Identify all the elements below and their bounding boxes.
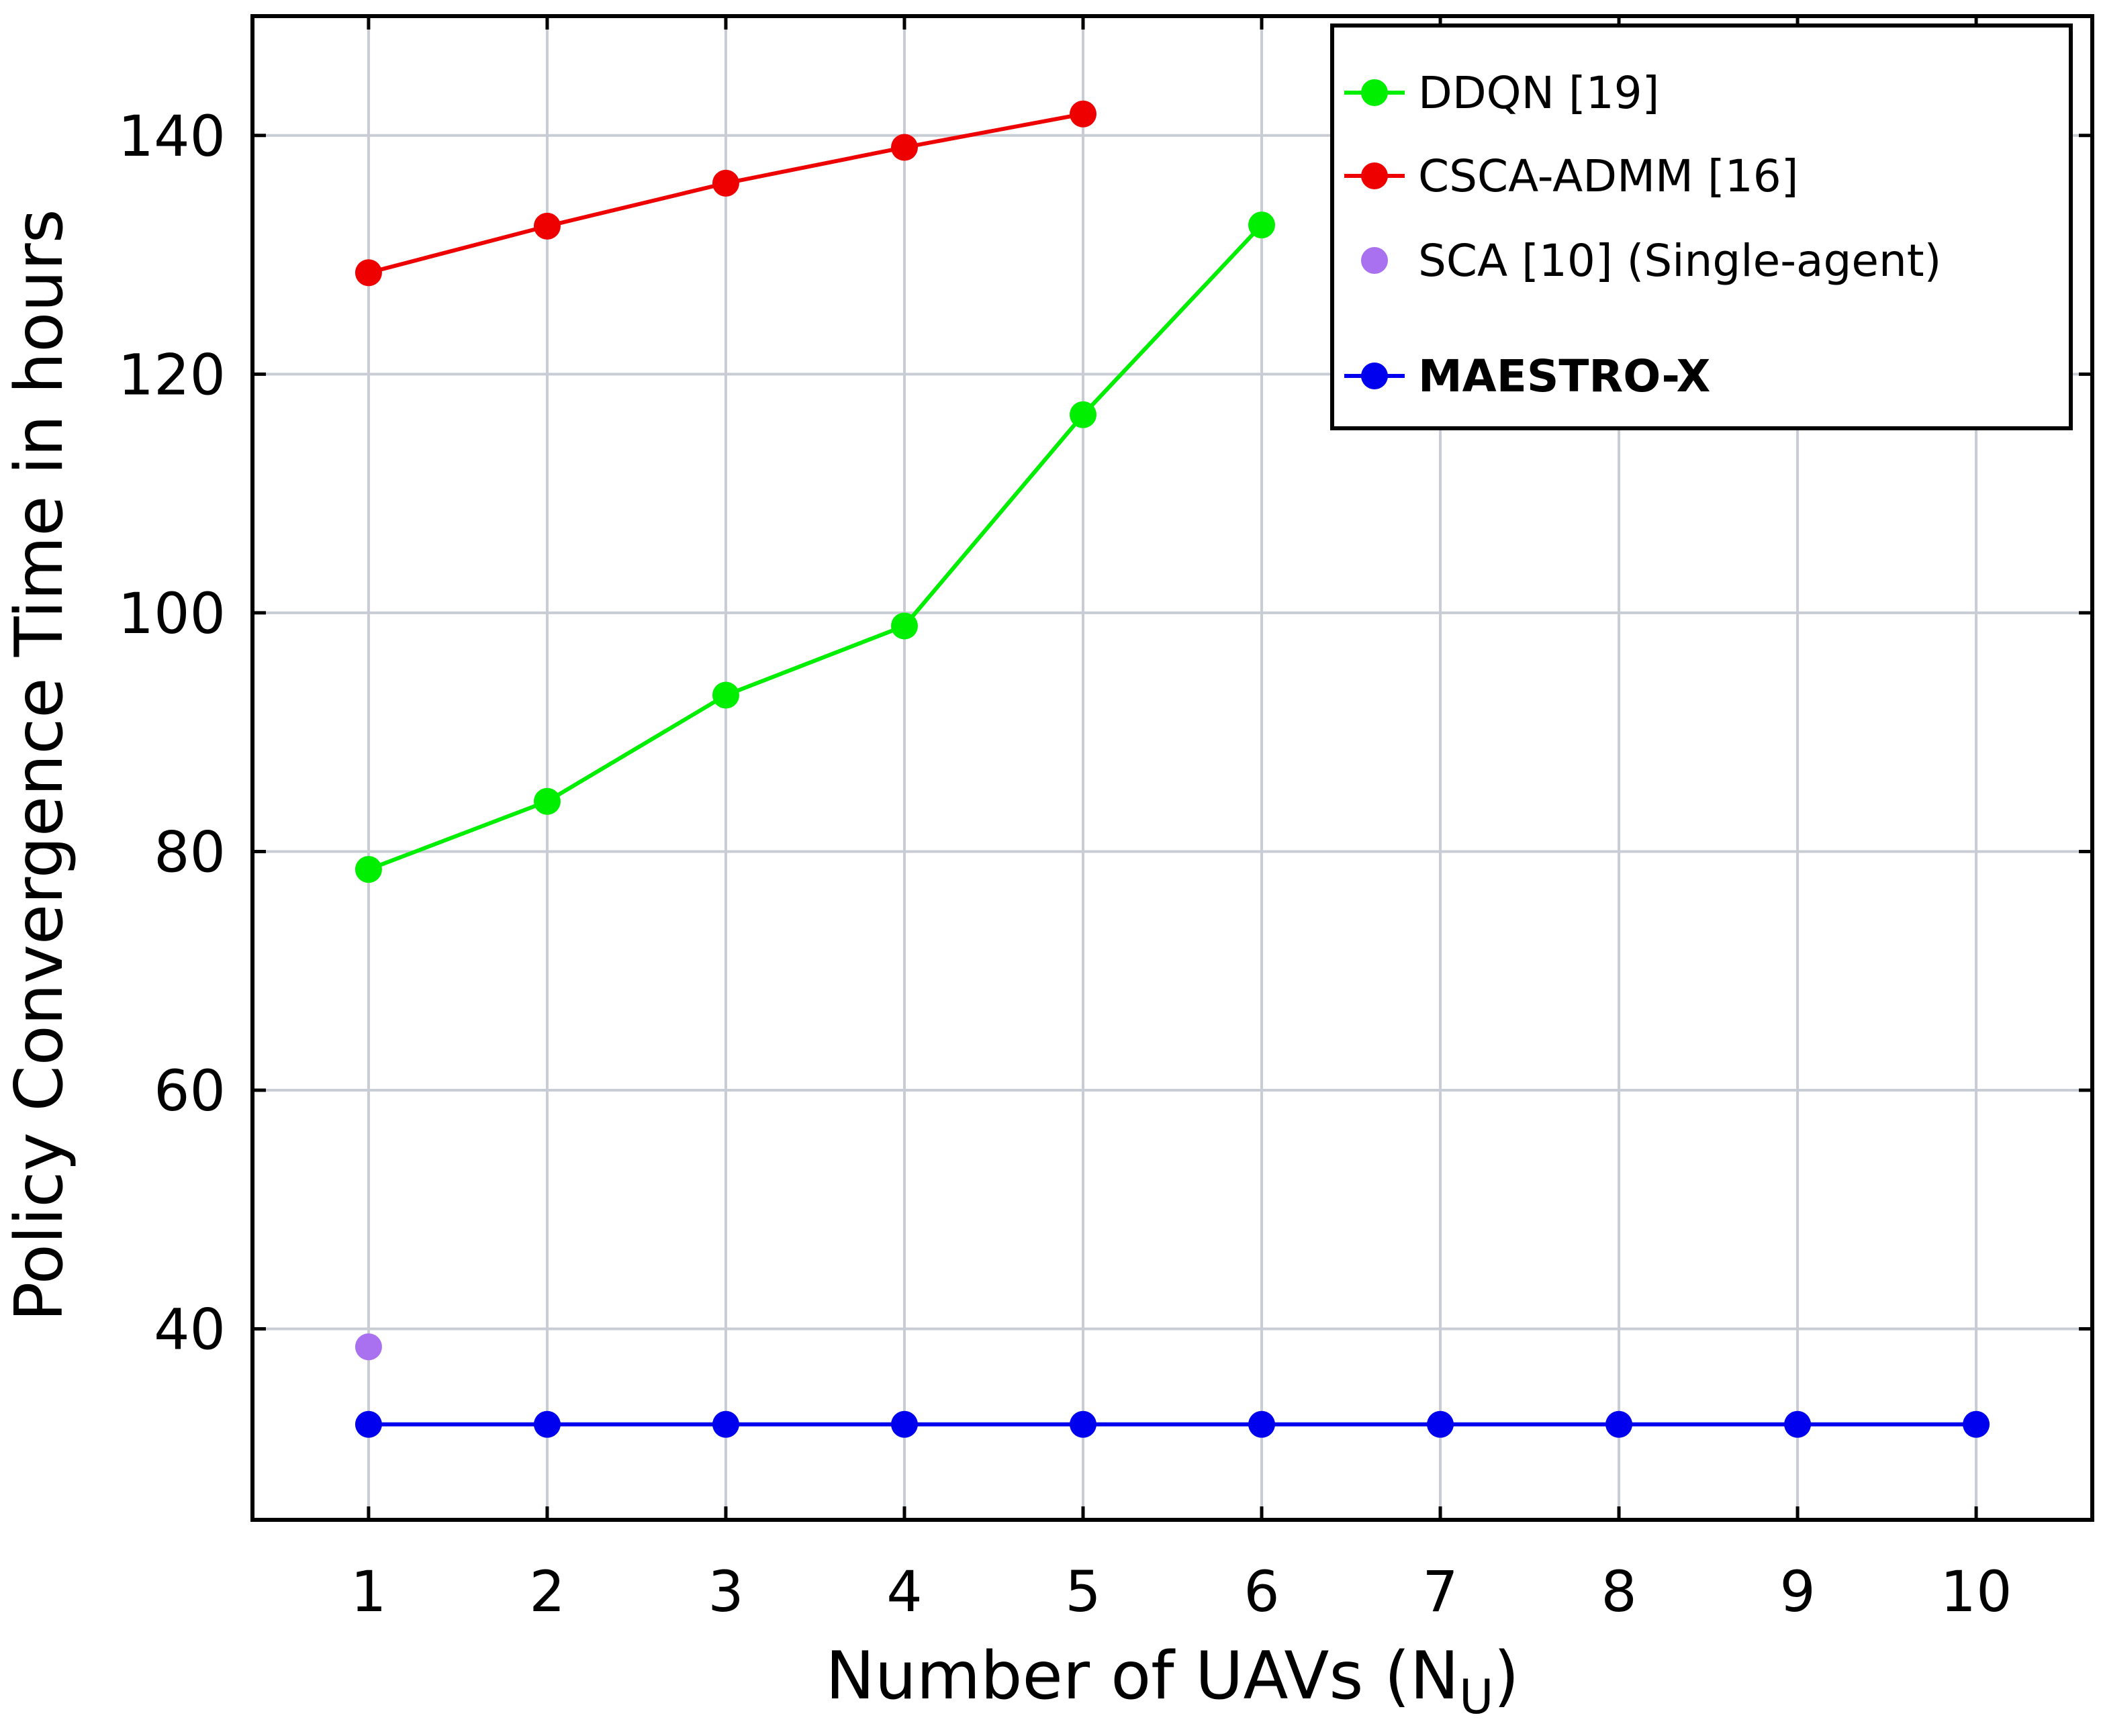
x-tick-label: 10 — [1941, 1559, 2012, 1625]
ticks — [252, 16, 2092, 1520]
data-point — [355, 1333, 382, 1361]
x-tick-label: 5 — [1065, 1559, 1101, 1625]
y-tick-label: 140 — [118, 103, 226, 169]
data-point — [1069, 100, 1096, 128]
data-point — [712, 169, 739, 197]
y-tick-label: 100 — [118, 581, 226, 646]
y-tick-label: 80 — [154, 819, 226, 885]
data-point — [712, 681, 739, 709]
x-tick-label: 1 — [351, 1559, 386, 1625]
x-tick-label: 7 — [1422, 1559, 1458, 1625]
data-point — [1248, 1410, 1276, 1438]
x-tick-label: 6 — [1244, 1559, 1279, 1625]
legend-label: SCA [10] (Single-agent) — [1418, 235, 1941, 287]
legend-item-0: DDQN [19] — [1344, 67, 1659, 119]
legend-label: MAESTRO-X — [1418, 350, 1710, 402]
data-point — [1784, 1410, 1812, 1438]
data-point — [533, 787, 561, 815]
tick-labels: 1 2 3 4 5 6 7 8 9 10 40 60 80 100 120 140 — [118, 103, 2012, 1625]
x-tick-label: 8 — [1601, 1559, 1636, 1625]
legend-item-1: CSCA-ADMM [16] — [1344, 150, 1798, 202]
x-axis-title-main: Number of UAVs (N — [825, 1638, 1459, 1715]
legend-item-3: MAESTRO-X — [1344, 350, 1710, 402]
series-line — [367, 224, 1264, 871]
x-tick-label: 3 — [708, 1559, 743, 1625]
data-point — [712, 1410, 739, 1438]
data-point — [355, 259, 382, 287]
legend-swatch-marker — [1361, 79, 1388, 106]
series-0 — [355, 211, 1276, 883]
data-point — [1069, 401, 1096, 428]
legend-label: DDQN [19] — [1418, 67, 1659, 119]
legend-item-2: SCA [10] (Single-agent) — [1361, 235, 1941, 287]
legend-swatch-marker — [1361, 247, 1388, 274]
data-point — [533, 1410, 561, 1438]
x-tick-label: 9 — [1779, 1559, 1815, 1625]
data-point — [1605, 1410, 1633, 1438]
y-tick-label: 120 — [118, 342, 226, 407]
data-point — [890, 612, 918, 640]
x-tick-label: 2 — [529, 1559, 565, 1625]
plot-frame — [250, 14, 2094, 1522]
y-tick-label: 40 — [154, 1297, 226, 1363]
x-tick-label: 4 — [886, 1559, 922, 1625]
data-point — [1069, 1410, 1096, 1438]
y-tick-label: 60 — [154, 1058, 226, 1124]
data-point — [1427, 1410, 1454, 1438]
legend-label: CSCA-ADMM [16] — [1418, 150, 1798, 202]
y-axis-title: Policy Convergence Time in hours — [1, 209, 78, 1321]
legend-swatch-marker — [1361, 162, 1388, 189]
data-point — [890, 1410, 918, 1438]
x-axis-title-subscript: U — [1459, 1670, 1493, 1725]
legend-box — [1330, 23, 2073, 430]
legend-swatch-marker — [1361, 363, 1388, 389]
data-point — [355, 1410, 382, 1438]
data-point — [1963, 1410, 1990, 1438]
data-point — [1248, 211, 1276, 239]
data-point — [533, 212, 561, 240]
series-layer — [355, 100, 1990, 1438]
x-axis-title-close: ) — [1493, 1638, 1519, 1715]
series-3 — [355, 1410, 1990, 1438]
series-1 — [355, 100, 1096, 287]
x-axis-title: Number of UAVs (NU) — [825, 1638, 1519, 1725]
data-point — [890, 134, 918, 161]
legend: DDQN [19] CSCA-ADMM [16] SCA [10] (Single-… — [1330, 23, 2073, 430]
data-point — [355, 856, 382, 883]
series-2 — [355, 1333, 382, 1361]
